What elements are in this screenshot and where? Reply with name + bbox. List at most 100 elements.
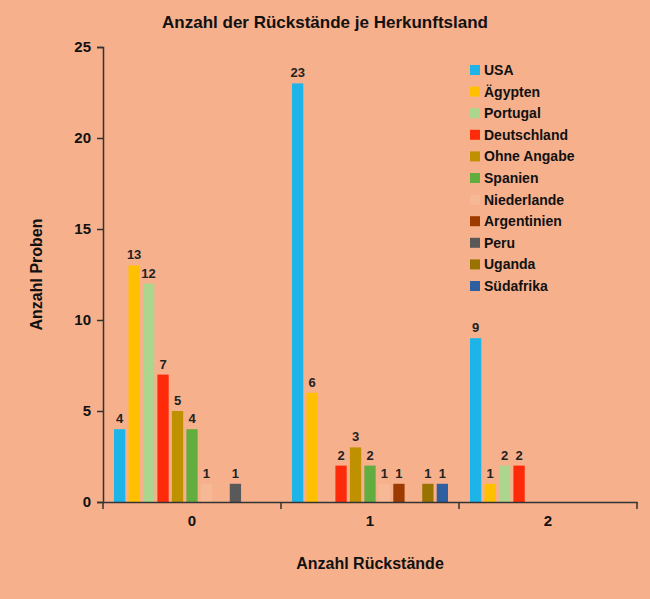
legend-swatch (470, 130, 480, 140)
y-tick: 5 (83, 402, 103, 419)
y-tick-mark (97, 138, 103, 140)
y-tick-mark (97, 320, 103, 322)
y-tick: 10 (74, 311, 103, 328)
legend-swatch (470, 259, 480, 269)
legend-label: USA (484, 62, 514, 78)
legend-item: Ägypten (470, 84, 540, 100)
data-label: 2 (366, 448, 373, 463)
legend-item: Südafrika (470, 278, 548, 294)
bars (114, 83, 525, 502)
legend-label: Ohne Angabe (484, 148, 575, 164)
x-tick-label: 0 (188, 512, 196, 529)
bar (114, 429, 125, 502)
legend-label: Portugal (484, 105, 541, 121)
y-axis-title: Anzahl Proben (28, 218, 45, 330)
legend-swatch (470, 65, 480, 75)
legend-swatch (470, 195, 480, 205)
bar (470, 338, 481, 502)
bar (484, 484, 495, 502)
bar (201, 484, 212, 502)
data-label: 9 (472, 320, 479, 335)
legend-item: Spanien (470, 170, 538, 186)
bar (157, 375, 168, 502)
category-separator (636, 502, 638, 509)
legend-item: Ohne Angabe (470, 148, 575, 164)
legend-swatch (470, 216, 480, 226)
x-tick-label: 2 (544, 512, 552, 529)
bar (306, 393, 317, 502)
y-tick: 20 (74, 129, 103, 146)
bar (186, 429, 197, 502)
legend-item: Deutschland (470, 127, 568, 143)
bar (350, 447, 361, 502)
legend-item: Uganda (470, 256, 536, 272)
y-tick-label: 25 (74, 38, 91, 55)
data-label: 12 (141, 266, 155, 281)
legend-label: Argentinien (484, 213, 562, 229)
bar (422, 484, 433, 502)
data-label: 2 (501, 448, 508, 463)
data-label: 7 (159, 357, 166, 372)
title: Anzahl der Rückstände je Herkunftsland (162, 13, 488, 32)
bar (230, 484, 241, 502)
legend-swatch (470, 151, 480, 161)
x-axis-title: Anzahl Rückstände (296, 555, 444, 572)
data-label: 4 (188, 411, 196, 426)
x-tick: 1 (366, 502, 374, 529)
legend-item: USA (470, 62, 514, 78)
x-tick: 2 (544, 502, 552, 529)
y-axis-line (97, 48, 104, 503)
data-label: 13 (127, 247, 141, 262)
legend-label: Uganda (484, 256, 536, 272)
legend-label: Ägypten (484, 84, 540, 100)
legend-label: Niederlande (484, 192, 564, 208)
bar (143, 284, 154, 502)
legend-label: Südafrika (484, 278, 548, 294)
y-tick-label: 15 (74, 220, 91, 237)
bar (172, 411, 183, 502)
x-axis-line (104, 502, 638, 504)
data-label: 1 (424, 466, 431, 481)
category-separator (458, 502, 460, 509)
legend-item: Peru (470, 235, 515, 251)
legend-swatch (470, 108, 480, 118)
y-tick-mark (97, 47, 103, 49)
data-label: 1 (395, 466, 402, 481)
y-tick-label: 20 (74, 129, 91, 146)
legend-swatch (470, 173, 480, 183)
plot: 4239136112272253421111110510152025012 (74, 38, 637, 528)
bar (393, 484, 404, 502)
data-label: 2 (515, 448, 522, 463)
legend-item: Niederlande (470, 192, 564, 208)
legend: USA Ägypten Portugal Deutschland Ohne Angabe… (470, 62, 575, 294)
legend-label: Spanien (484, 170, 538, 186)
data-label: 2 (337, 448, 344, 463)
data-label: 5 (174, 393, 181, 408)
legend-swatch (470, 238, 480, 248)
y-tick-mark (97, 229, 103, 231)
bar (364, 466, 375, 502)
y-tick-label: 0 (83, 493, 91, 510)
bar (513, 466, 524, 502)
bar (292, 83, 303, 502)
bar (499, 466, 510, 502)
x-axis: 0 1 2 (103, 502, 638, 529)
bar (128, 265, 139, 502)
y-tick-label: 5 (83, 402, 91, 419)
chart: Anzahl der Rückstände je Herkunftsland 4 2… (0, 0, 650, 599)
legend-label: Deutschland (484, 127, 568, 143)
bar (437, 484, 448, 502)
x-tick-label: 1 (366, 512, 374, 529)
data-label: 23 (290, 65, 304, 80)
bar (335, 466, 346, 502)
data-label: 1 (381, 466, 388, 481)
data-label: 4 (116, 411, 124, 426)
y-axis: 0 5 10 15 20 25 (74, 38, 103, 510)
legend-label: Peru (484, 235, 515, 251)
y-tick-mark (97, 411, 103, 413)
data-label: 3 (352, 429, 359, 444)
data-labels: 423913611227225342111111 (116, 65, 523, 480)
data-label: 1 (232, 466, 239, 481)
background (0, 0, 650, 599)
y-tick: 0 (83, 493, 103, 510)
